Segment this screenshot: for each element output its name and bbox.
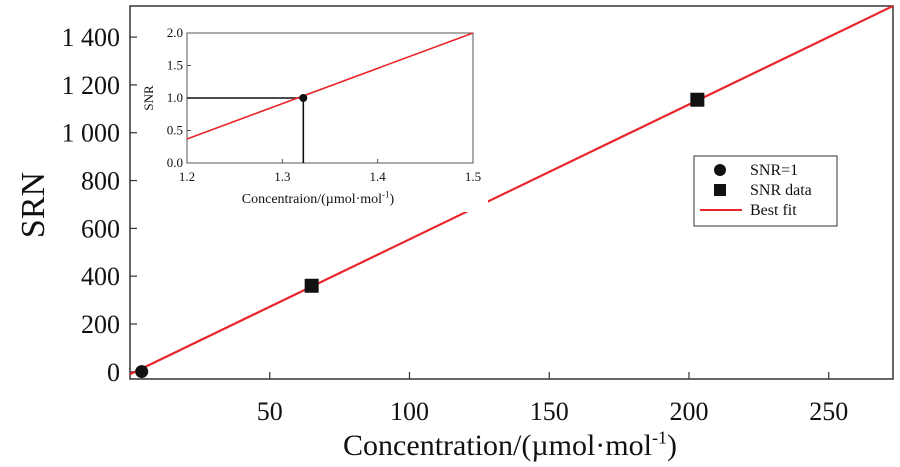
inset-x-tick-label: 1.4	[370, 169, 387, 184]
y-tick-label: 0	[107, 358, 120, 387]
inset-best-fit-line	[186, 32, 474, 140]
inset-y-tick-label: 1.5	[167, 58, 183, 73]
legend-label: SNR data	[750, 182, 812, 199]
x-axis-label-main: Concentration/(µmol·mol	[343, 429, 652, 462]
inset-y-tick-label: 2.0	[167, 25, 183, 40]
inset-x-tick-label: 1.2	[179, 169, 195, 184]
main-plot-frame	[129, 5, 894, 380]
legend-square-marker	[714, 184, 726, 196]
inset-x-tick-label: 1.3	[274, 169, 290, 184]
inset-x-axis-label-close: )	[390, 192, 395, 207]
inset-x-axis-label: Concentraion/(µmol·mol-1)	[242, 190, 395, 207]
legend-circle-marker	[714, 164, 726, 176]
x-tick-label: 50	[257, 397, 283, 426]
inset-y-tick-label: 1.0	[167, 90, 183, 105]
y-tick-label: 1 200	[62, 71, 121, 100]
inset-plot: 1.2 1.3 1.4 1.5 0.0 0.5 1.0 1.5 2.0 Concentraion/…	[141, 12, 488, 212]
inset-y-tick-label: 0.5	[167, 123, 183, 138]
y-tick-label: 600	[81, 214, 120, 243]
snr-data-point	[690, 92, 705, 107]
x-axis-label: Concentration/(µmol·mol-1)	[343, 428, 677, 462]
x-tick-label: 100	[390, 397, 429, 426]
y-tick-label: 1 000	[62, 119, 121, 148]
inset-snr-1-point	[299, 94, 308, 102]
best-fit-line	[129, 5, 894, 376]
snr-1-point	[135, 365, 149, 379]
x-tick-label: 200	[669, 397, 708, 426]
inset-y-tick-label: 0.0	[167, 155, 183, 170]
x-tick-label: 150	[530, 397, 569, 426]
legend-label: SNR=1	[750, 162, 798, 179]
y-axis-label: SRN	[15, 172, 52, 238]
y-tick-label: 200	[81, 310, 120, 339]
inset-x-axis-label-main: Concentraion/(µmol·mol	[242, 192, 382, 207]
x-axis-label-sup: -1	[652, 428, 667, 448]
x-tick-label: 250	[809, 397, 848, 426]
inset-x-axis-label-sup: -1	[382, 190, 390, 200]
legend-label: Best fit	[750, 202, 797, 219]
legend: SNR=1 SNR data Best fit	[693, 155, 838, 227]
x-axis-label-close: )	[667, 429, 677, 462]
y-tick-label: 800	[81, 167, 120, 196]
inset-y-axis-label: SNR	[141, 85, 156, 111]
inset-x-tick-label: 1.5	[465, 169, 481, 184]
snr-data-point	[304, 278, 319, 293]
main-plot: 50 100 150 200 250 0 200 400 600 800 1 000 1 200 1 4…	[15, 5, 894, 462]
y-tick-label: 1 400	[62, 23, 121, 52]
y-tick-label: 400	[81, 262, 120, 291]
